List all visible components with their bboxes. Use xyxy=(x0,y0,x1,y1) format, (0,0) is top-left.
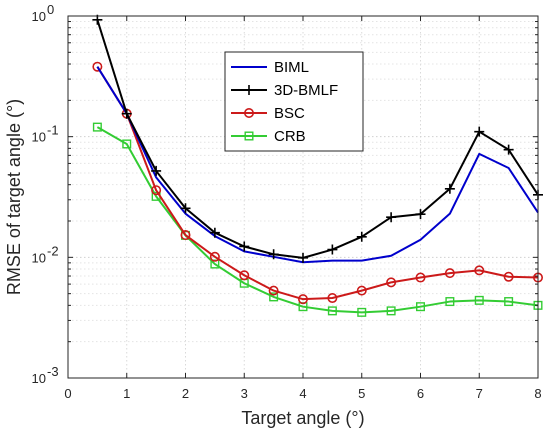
y-tick-label-exponent: 0 xyxy=(47,2,54,17)
y-tick-label-exponent: -3 xyxy=(47,364,59,379)
data-point xyxy=(327,306,337,316)
y-tick-label: 10 xyxy=(32,371,46,386)
data-point xyxy=(151,165,162,176)
series-3d-bmlf xyxy=(92,14,543,263)
data-point xyxy=(151,185,162,196)
data-point xyxy=(415,209,426,220)
x-tick-label: 2 xyxy=(182,386,189,401)
data-point xyxy=(356,231,367,242)
data-point xyxy=(357,307,367,317)
legend-box xyxy=(224,51,364,152)
legend-marker xyxy=(244,85,254,95)
data-point xyxy=(239,270,250,281)
legend-item: CRB xyxy=(231,128,306,145)
data-point xyxy=(297,294,308,305)
data-point xyxy=(209,227,220,238)
series-biml xyxy=(96,66,539,264)
data-point xyxy=(327,293,338,304)
series-line xyxy=(96,19,539,259)
x-tick-label: 6 xyxy=(417,386,424,401)
legend-marker xyxy=(244,108,255,119)
legend-item: BSC xyxy=(231,105,305,122)
data-point xyxy=(180,203,191,214)
y-tick-label-exponent: -2 xyxy=(47,243,59,258)
data-point xyxy=(356,285,367,296)
x-tick-label: 1 xyxy=(123,386,130,401)
legend-label: BIML xyxy=(274,59,309,76)
legend-item: 3D-BMLF xyxy=(231,82,338,99)
data-point xyxy=(268,285,279,296)
data-point xyxy=(180,230,191,241)
legend-item: BIML xyxy=(231,59,309,76)
x-tick-label: 0 xyxy=(64,386,71,401)
data-point xyxy=(122,139,132,149)
legend: BIML 3D-BMLF BSC CRB xyxy=(224,51,364,152)
series-line xyxy=(96,66,539,264)
series-layer xyxy=(92,14,543,317)
series-line xyxy=(96,126,539,314)
data-point xyxy=(268,249,279,260)
x-tick-label: 7 xyxy=(476,386,483,401)
x-tick-label: 3 xyxy=(241,386,248,401)
series-line xyxy=(96,66,539,301)
data-point xyxy=(415,272,426,283)
data-point xyxy=(503,271,514,282)
legend-label: 3D-BMLF xyxy=(274,82,338,99)
data-point xyxy=(474,265,485,276)
data-point xyxy=(474,126,485,137)
data-point xyxy=(503,144,514,155)
x-tick-label: 8 xyxy=(534,386,541,401)
legend-marker xyxy=(244,131,254,141)
data-point xyxy=(444,268,455,279)
y-axis-label: RMSE of target angle (°) xyxy=(4,99,24,295)
data-point xyxy=(327,244,338,255)
data-point xyxy=(504,297,514,307)
data-point xyxy=(416,302,426,312)
y-tick-label: 10 xyxy=(32,9,46,24)
x-axis-label: Target angle (°) xyxy=(241,408,364,428)
data-point xyxy=(386,306,396,316)
x-tick-label: 5 xyxy=(358,386,365,401)
legend-label: CRB xyxy=(274,128,306,145)
x-tick-label: 4 xyxy=(299,386,306,401)
data-point xyxy=(386,212,397,223)
data-point xyxy=(92,122,102,132)
legend-label: BSC xyxy=(274,105,305,122)
data-point xyxy=(121,108,132,119)
data-point xyxy=(444,183,455,194)
data-point xyxy=(298,252,308,263)
y-tick-label: 10 xyxy=(32,130,46,145)
data-point xyxy=(386,277,397,288)
y-tick-label: 10 xyxy=(32,250,46,265)
series-bsc xyxy=(92,61,543,305)
data-point xyxy=(445,297,455,307)
data-point xyxy=(239,241,250,252)
data-point xyxy=(474,295,484,305)
y-tick-label-exponent: -1 xyxy=(47,123,59,138)
data-point xyxy=(92,61,103,72)
data-point xyxy=(209,251,220,262)
data-point xyxy=(269,292,279,302)
series-crb xyxy=(92,122,543,317)
